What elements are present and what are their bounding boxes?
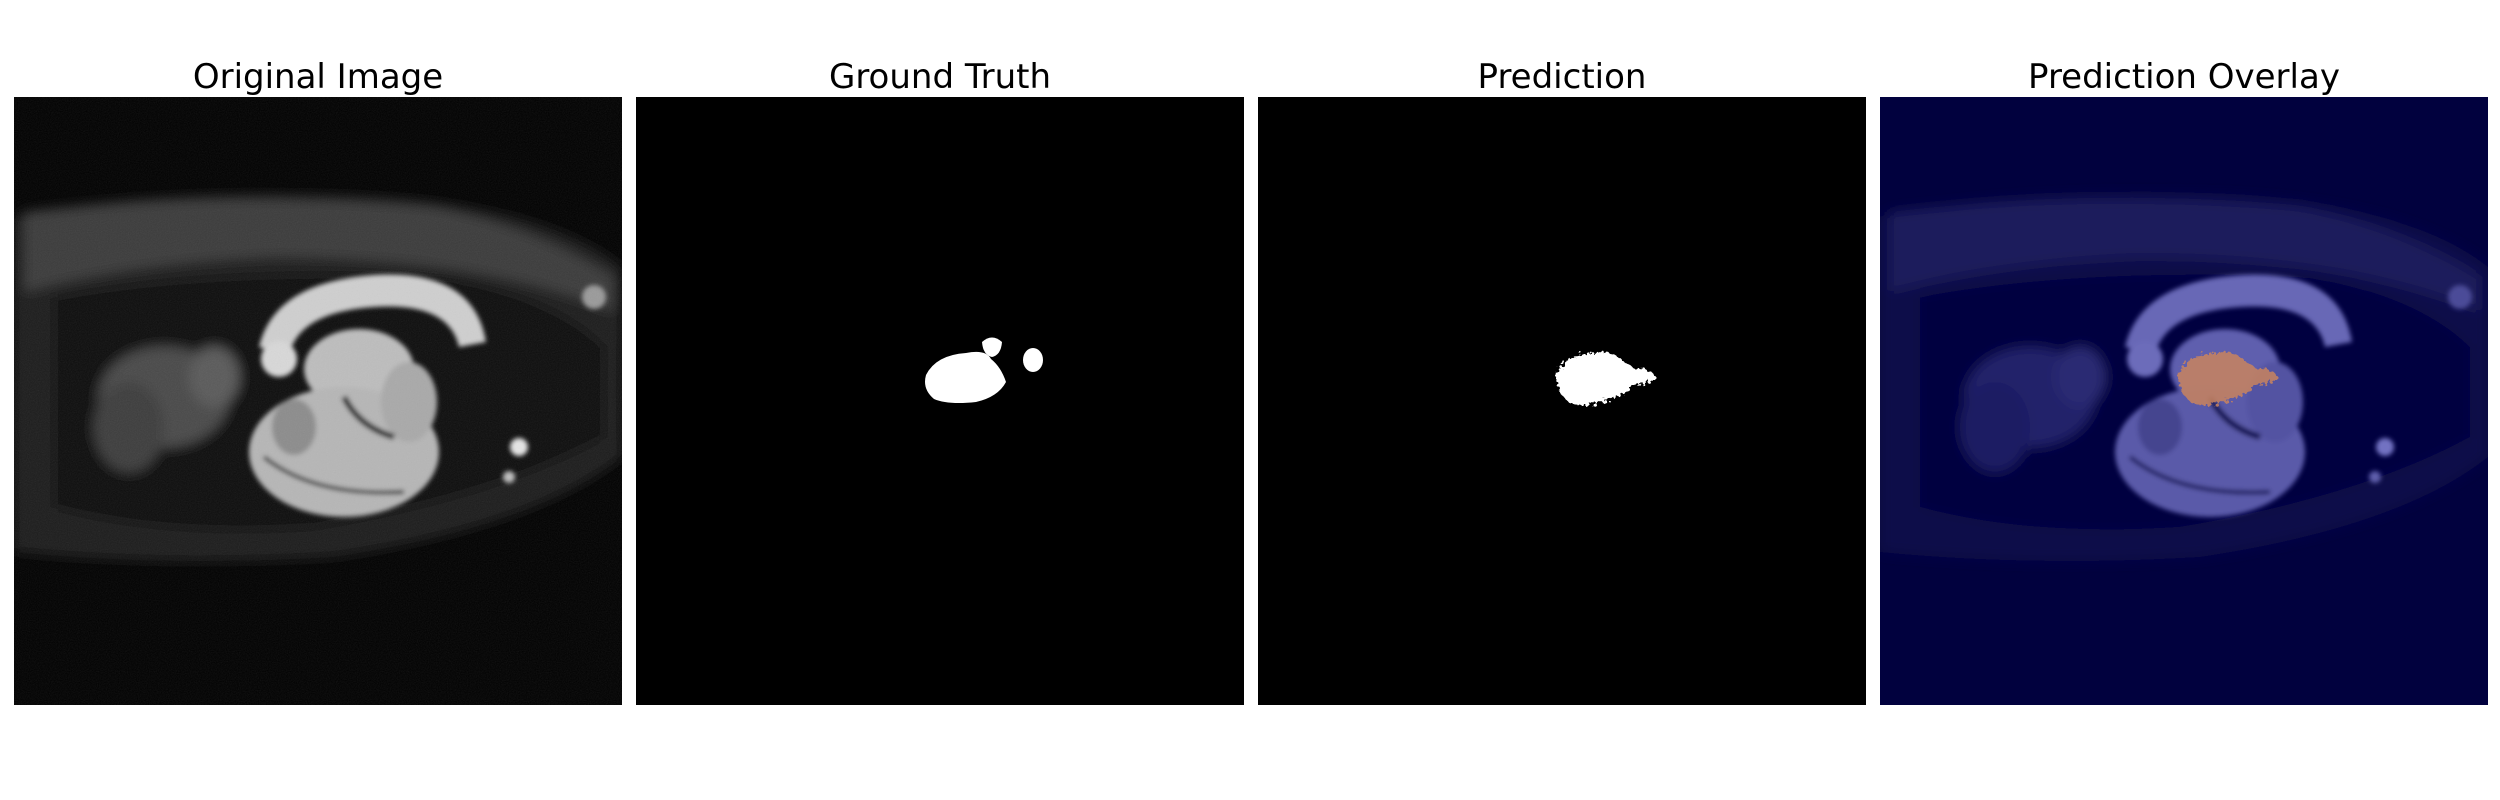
prediction-mask <box>1258 97 1866 705</box>
ground-truth-region <box>982 337 1002 357</box>
panel-ground-truth: Ground Truth <box>636 0 1244 800</box>
panel-prediction-overlay: Prediction Overlay <box>1880 0 2488 800</box>
prediction-overlay-region <box>2255 368 2278 385</box>
prediction-region <box>1556 351 1643 406</box>
panel-prediction: Prediction <box>1258 0 1866 800</box>
panel-title: Original Image <box>192 57 444 97</box>
prediction-region <box>1633 368 1656 385</box>
ground-truth-region <box>1023 348 1043 372</box>
mri-original-image <box>14 97 622 705</box>
ground-truth-region <box>925 351 1006 403</box>
panel-title: Ground Truth <box>828 57 1052 97</box>
prediction-overlay-region <box>2178 351 2265 406</box>
prediction-overlay-image <box>1880 97 2488 705</box>
panel-title: Prediction Overlay <box>2028 57 2340 97</box>
panel-title: Prediction <box>1477 57 1647 97</box>
ground-truth-mask <box>636 97 1244 705</box>
panel-original-image: Original Image <box>14 0 622 800</box>
